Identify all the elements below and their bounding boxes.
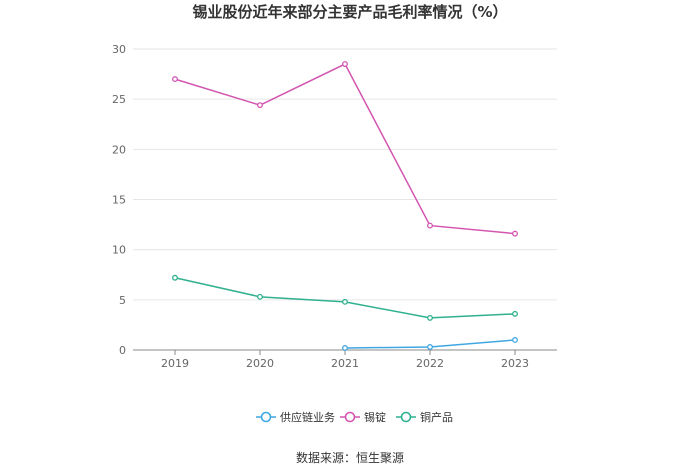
data-point [342, 345, 348, 351]
legend-label: 铜产品 [420, 410, 453, 424]
y-tick-label: 10 [112, 244, 126, 257]
chart-title: 锡业股份近年来部分主要产品毛利率情况（%） [192, 3, 507, 21]
legend-label: 锡锭 [364, 410, 386, 424]
data-point [427, 344, 433, 350]
series-1 [172, 61, 518, 237]
x-tick-label: 2023 [501, 357, 529, 370]
data-point [427, 222, 433, 229]
data-point [512, 230, 518, 237]
y-tick-label: 20 [112, 143, 126, 156]
legend-item[interactable]: 锡锭 [340, 410, 386, 424]
y-tick-label: 0 [119, 344, 126, 357]
y-tick-label: 15 [112, 194, 126, 207]
data-point [172, 76, 178, 83]
x-tick-label: 2020 [246, 357, 274, 370]
y-tick-label: 5 [119, 294, 126, 307]
grid [133, 48, 557, 301]
x-axis: 2019 2020 2021 2022 2023 [133, 349, 557, 370]
data-point [257, 293, 263, 300]
legend-item[interactable]: 铜产品 [396, 410, 453, 424]
data-point [427, 314, 433, 321]
legend-label: 供应链业务 [280, 410, 335, 424]
series-line [174, 277, 516, 319]
x-tick-label: 2019 [161, 357, 189, 370]
data-point [172, 274, 178, 281]
y-tick-label: 30 [112, 43, 126, 56]
data-point [512, 310, 518, 317]
legend-marker-icon [344, 411, 356, 423]
legend-marker-icon [400, 411, 412, 423]
y-tick-label: 25 [112, 93, 126, 106]
series-layer [172, 61, 518, 351]
data-point [342, 298, 348, 305]
source-note: 数据来源：恒生聚源 [296, 450, 404, 465]
legend: 供应链业务 锡锭 铜产品 [256, 410, 453, 424]
data-point [512, 337, 518, 343]
series-line [174, 63, 516, 235]
data-point [342, 61, 348, 68]
data-point [257, 102, 263, 109]
legend-marker-icon [260, 411, 272, 423]
legend-item[interactable]: 供应链业务 [256, 410, 335, 424]
y-axis: 0 5 10 15 20 25 30 [112, 43, 126, 357]
series-0 [342, 337, 518, 351]
x-tick-label: 2022 [416, 357, 444, 370]
x-tick-label: 2021 [331, 357, 359, 370]
series-2 [172, 274, 518, 321]
